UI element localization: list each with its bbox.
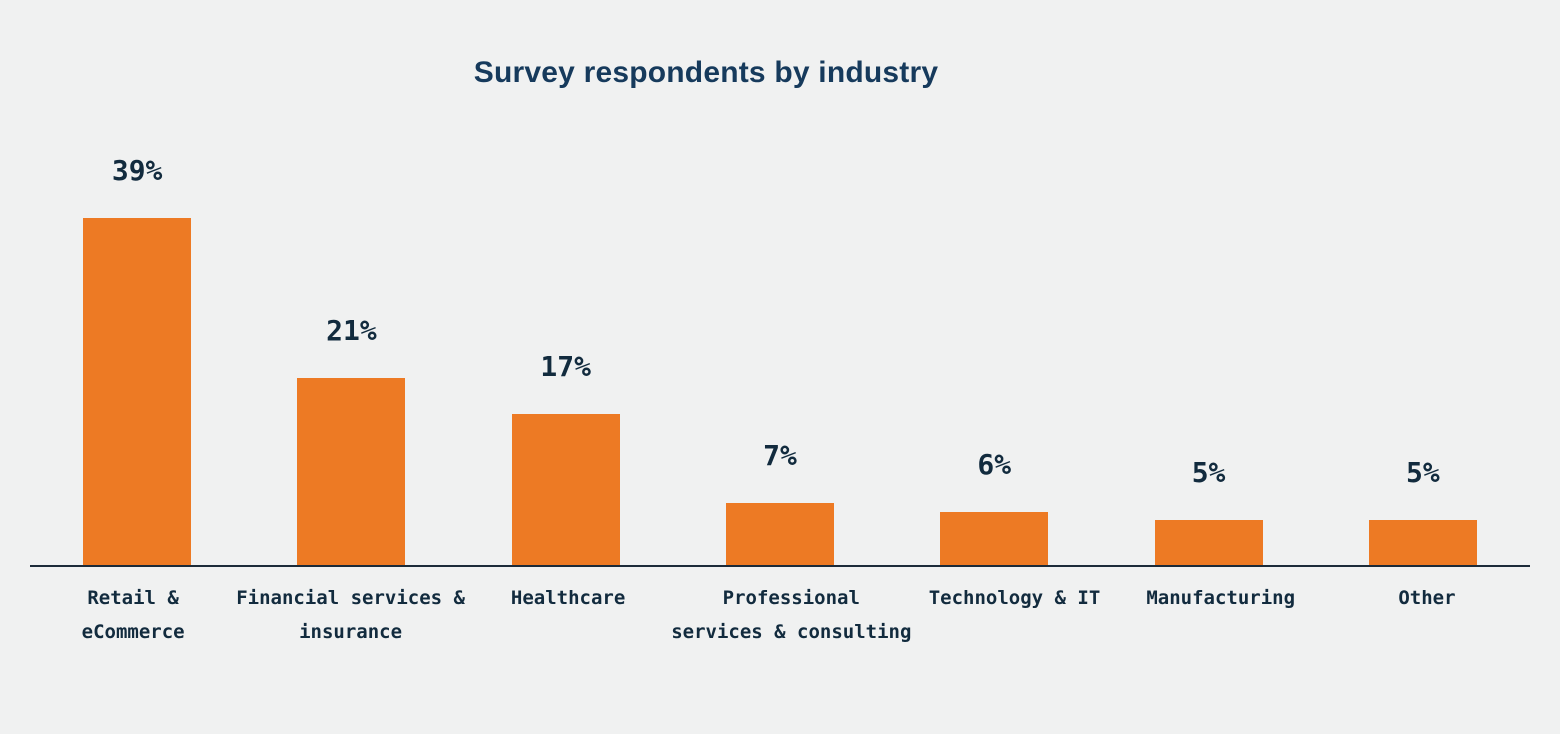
bar-value-label: 5% (1405, 456, 1440, 489)
category-label-financial-services: Financial services & insurance (236, 581, 465, 649)
bar (940, 512, 1049, 565)
bar-column-other: 5% (1316, 0, 1530, 565)
category-label-professional-services: Professional services & consulting (671, 581, 911, 649)
bar-value-label: 7% (763, 439, 797, 472)
category-label-line: eCommerce (81, 621, 185, 643)
category-label-line: Healthcare (510, 587, 626, 609)
bar (511, 414, 620, 565)
bar-chart: 39% 21% 17% 7% 6% 5% 5% (30, 0, 1530, 565)
bar-value-label: 6% (977, 448, 1012, 481)
bar (1368, 520, 1477, 565)
bar-value-label: 17% (540, 350, 591, 383)
chart-title: Survey respondents by industry (473, 56, 939, 89)
category-label-line: Technology & IT (928, 587, 1101, 609)
bar (1154, 520, 1263, 565)
category-label-line: insurance (299, 621, 403, 643)
category-label-line: Retail & (87, 587, 179, 609)
category-label-technology-it: Technology & IT (911, 581, 1117, 649)
bar-column-professional-services: 7% (673, 0, 887, 565)
bar-column-financial-services: 21% (244, 0, 458, 565)
bar-column-healthcare: 17% (459, 0, 673, 565)
category-label-line: services & consulting (671, 621, 912, 643)
category-labels-row: Retail & eCommerce Financial services & … (30, 581, 1530, 649)
bar-value-label: 21% (326, 314, 377, 347)
bar (725, 503, 834, 565)
category-label-line: Other (1398, 587, 1456, 609)
bar (297, 378, 406, 565)
category-label-line: Manufacturing (1146, 587, 1296, 609)
category-label-manufacturing: Manufacturing (1118, 581, 1324, 649)
bar-value-label: 39% (111, 154, 163, 187)
bar (83, 218, 192, 565)
bar-value-label: 5% (1191, 456, 1226, 489)
bar-column-manufacturing: 5% (1101, 0, 1315, 565)
bar-column-technology-it: 6% (887, 0, 1101, 565)
bar-column-retail-ecommerce: 39% (30, 0, 244, 565)
category-label-retail-ecommerce: Retail & eCommerce (30, 581, 236, 649)
category-label-other: Other (1324, 581, 1530, 649)
x-axis-line (30, 565, 1530, 567)
category-label-line: Financial services & (236, 587, 465, 609)
category-label-line: Professional (722, 587, 860, 609)
category-label-healthcare: Healthcare (465, 581, 671, 649)
